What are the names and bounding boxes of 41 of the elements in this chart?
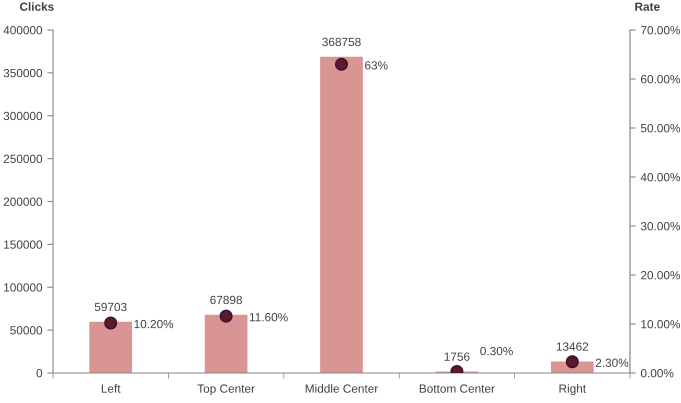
y2-tick-label: 40.00% [640, 173, 680, 182]
y-tick-label: 300000 [4, 112, 42, 120]
y-tick-label: 50000 [10, 326, 42, 335]
data-label: 368758 [322, 38, 361, 46]
y-axis-title: Clicks [20, 2, 54, 11]
data-label: 11.60% [250, 313, 288, 322]
x-tick-label: Bottom Center [420, 384, 495, 393]
y-tick-label: 200000 [4, 198, 42, 206]
x-tick-label: Middle Center [306, 384, 378, 393]
y2-tick-label: 70.00% [641, 26, 680, 34]
y2-tick-label: 60.00% [641, 75, 680, 84]
data-label: 10.20% [134, 320, 174, 328]
x-tick-label: Right [559, 384, 586, 396]
y-tick-label: 350000 [4, 68, 42, 78]
y-tick-label: 400000 [3, 26, 42, 34]
data-label: 59703 [94, 302, 127, 312]
y2-axis-title: Rate [635, 2, 660, 11]
point [334, 58, 348, 71]
point [104, 316, 118, 330]
data-label: 67898 [210, 296, 242, 304]
bar [320, 56, 363, 373]
point [220, 310, 233, 323]
y-tick-label: 250000 [4, 154, 42, 164]
x-tick-label: Left [102, 384, 120, 393]
data-label: 2.30% [596, 358, 628, 367]
y-tick-label: 0 [36, 369, 42, 378]
y2-tick-label: 10.00% [641, 320, 680, 328]
data-label: 13462 [556, 342, 588, 351]
data-label: 63% [365, 61, 388, 70]
y-tick-label: 100000 [4, 283, 42, 292]
point [566, 355, 579, 368]
y2-tick-label: 30.00% [640, 222, 680, 230]
y-tick-label: 150000 [4, 240, 42, 249]
y2-tick-label: 0.00% [640, 369, 674, 378]
data-label: 1756 [444, 352, 470, 361]
x-tick-label: Top Center [197, 384, 255, 396]
y2-tick-label: 50.00% [640, 124, 680, 132]
y2-tick-label: 20.00% [641, 271, 680, 280]
bar [89, 322, 132, 373]
data-label: 0.30% [480, 346, 513, 356]
bar [204, 314, 248, 373]
